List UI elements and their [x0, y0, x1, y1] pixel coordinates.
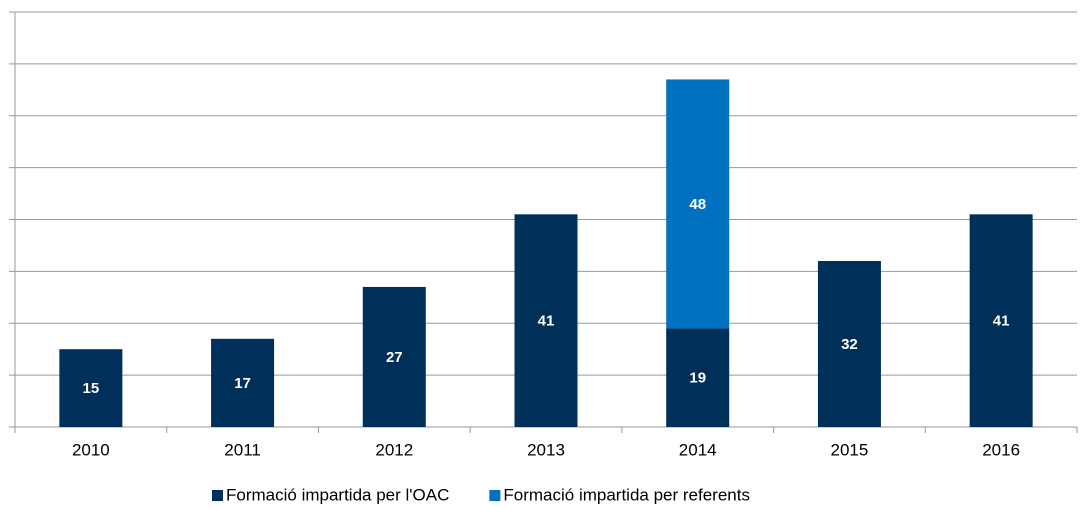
- bar: [514, 214, 578, 427]
- data-label: 17: [234, 375, 251, 392]
- legend-label: Formació impartida per l'OAC: [226, 485, 449, 504]
- data-label: 19: [689, 370, 706, 387]
- data-label: 41: [538, 313, 555, 330]
- data-label: 48: [689, 196, 706, 213]
- legend-label: Formació impartida per referents: [503, 485, 750, 504]
- data-label: 27: [386, 349, 403, 366]
- x-tick-label: 2016: [982, 440, 1020, 459]
- legend-swatch: [212, 490, 223, 501]
- data-label: 41: [993, 313, 1010, 330]
- x-tick-label: 2015: [831, 440, 869, 459]
- x-tick-label: 2014: [679, 440, 717, 459]
- data-label: 32: [841, 336, 858, 353]
- bar: [817, 261, 881, 427]
- x-tick-label: 2013: [527, 440, 565, 459]
- bar: [969, 214, 1033, 427]
- bar: [362, 286, 426, 427]
- legend-swatch: [489, 490, 501, 501]
- bar: [666, 79, 730, 329]
- x-tick-label: 2010: [72, 440, 110, 459]
- bar: [666, 328, 730, 427]
- data-label: 15: [83, 380, 100, 397]
- bar: [211, 338, 275, 427]
- x-tick-label: 2012: [375, 440, 413, 459]
- x-tick-label: 2011: [224, 440, 261, 459]
- bar: [59, 349, 123, 427]
